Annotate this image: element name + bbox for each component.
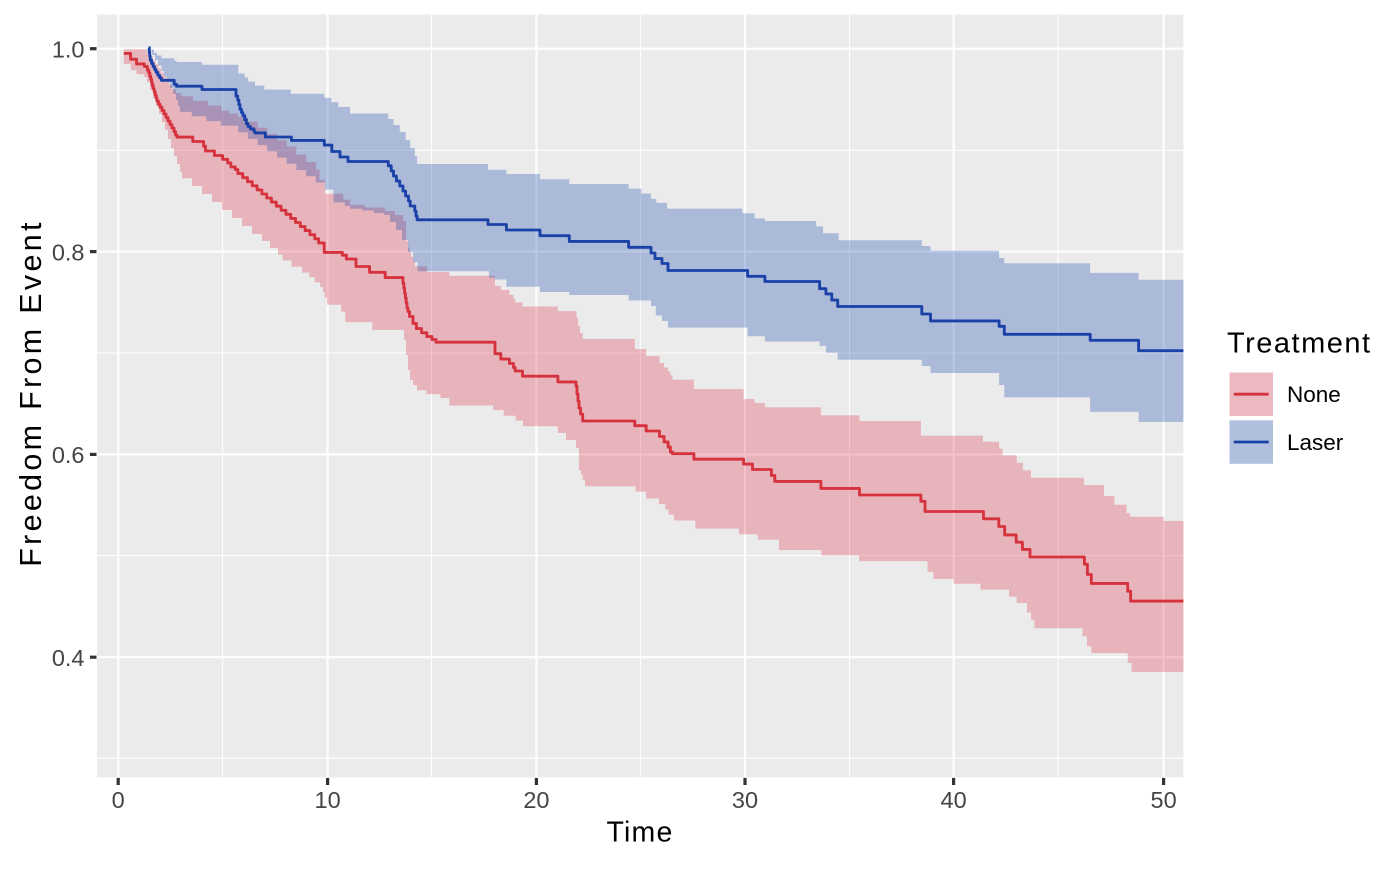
svg-text:0.4: 0.4 bbox=[52, 645, 85, 671]
svg-text:30: 30 bbox=[732, 787, 758, 813]
svg-text:40: 40 bbox=[941, 787, 967, 813]
svg-text:Freedom From Event: Freedom From Event bbox=[14, 219, 48, 567]
svg-text:None: None bbox=[1287, 382, 1341, 407]
svg-text:0: 0 bbox=[112, 787, 125, 813]
svg-text:1.0: 1.0 bbox=[52, 37, 85, 63]
svg-text:Treatment: Treatment bbox=[1227, 328, 1372, 360]
svg-text:50: 50 bbox=[1151, 787, 1177, 813]
svg-text:Laser: Laser bbox=[1287, 430, 1344, 455]
svg-text:20: 20 bbox=[523, 787, 549, 813]
svg-text:Time: Time bbox=[606, 817, 673, 849]
svg-text:0.6: 0.6 bbox=[52, 442, 85, 468]
svg-text:10: 10 bbox=[315, 787, 341, 813]
svg-text:0.8: 0.8 bbox=[52, 239, 85, 265]
